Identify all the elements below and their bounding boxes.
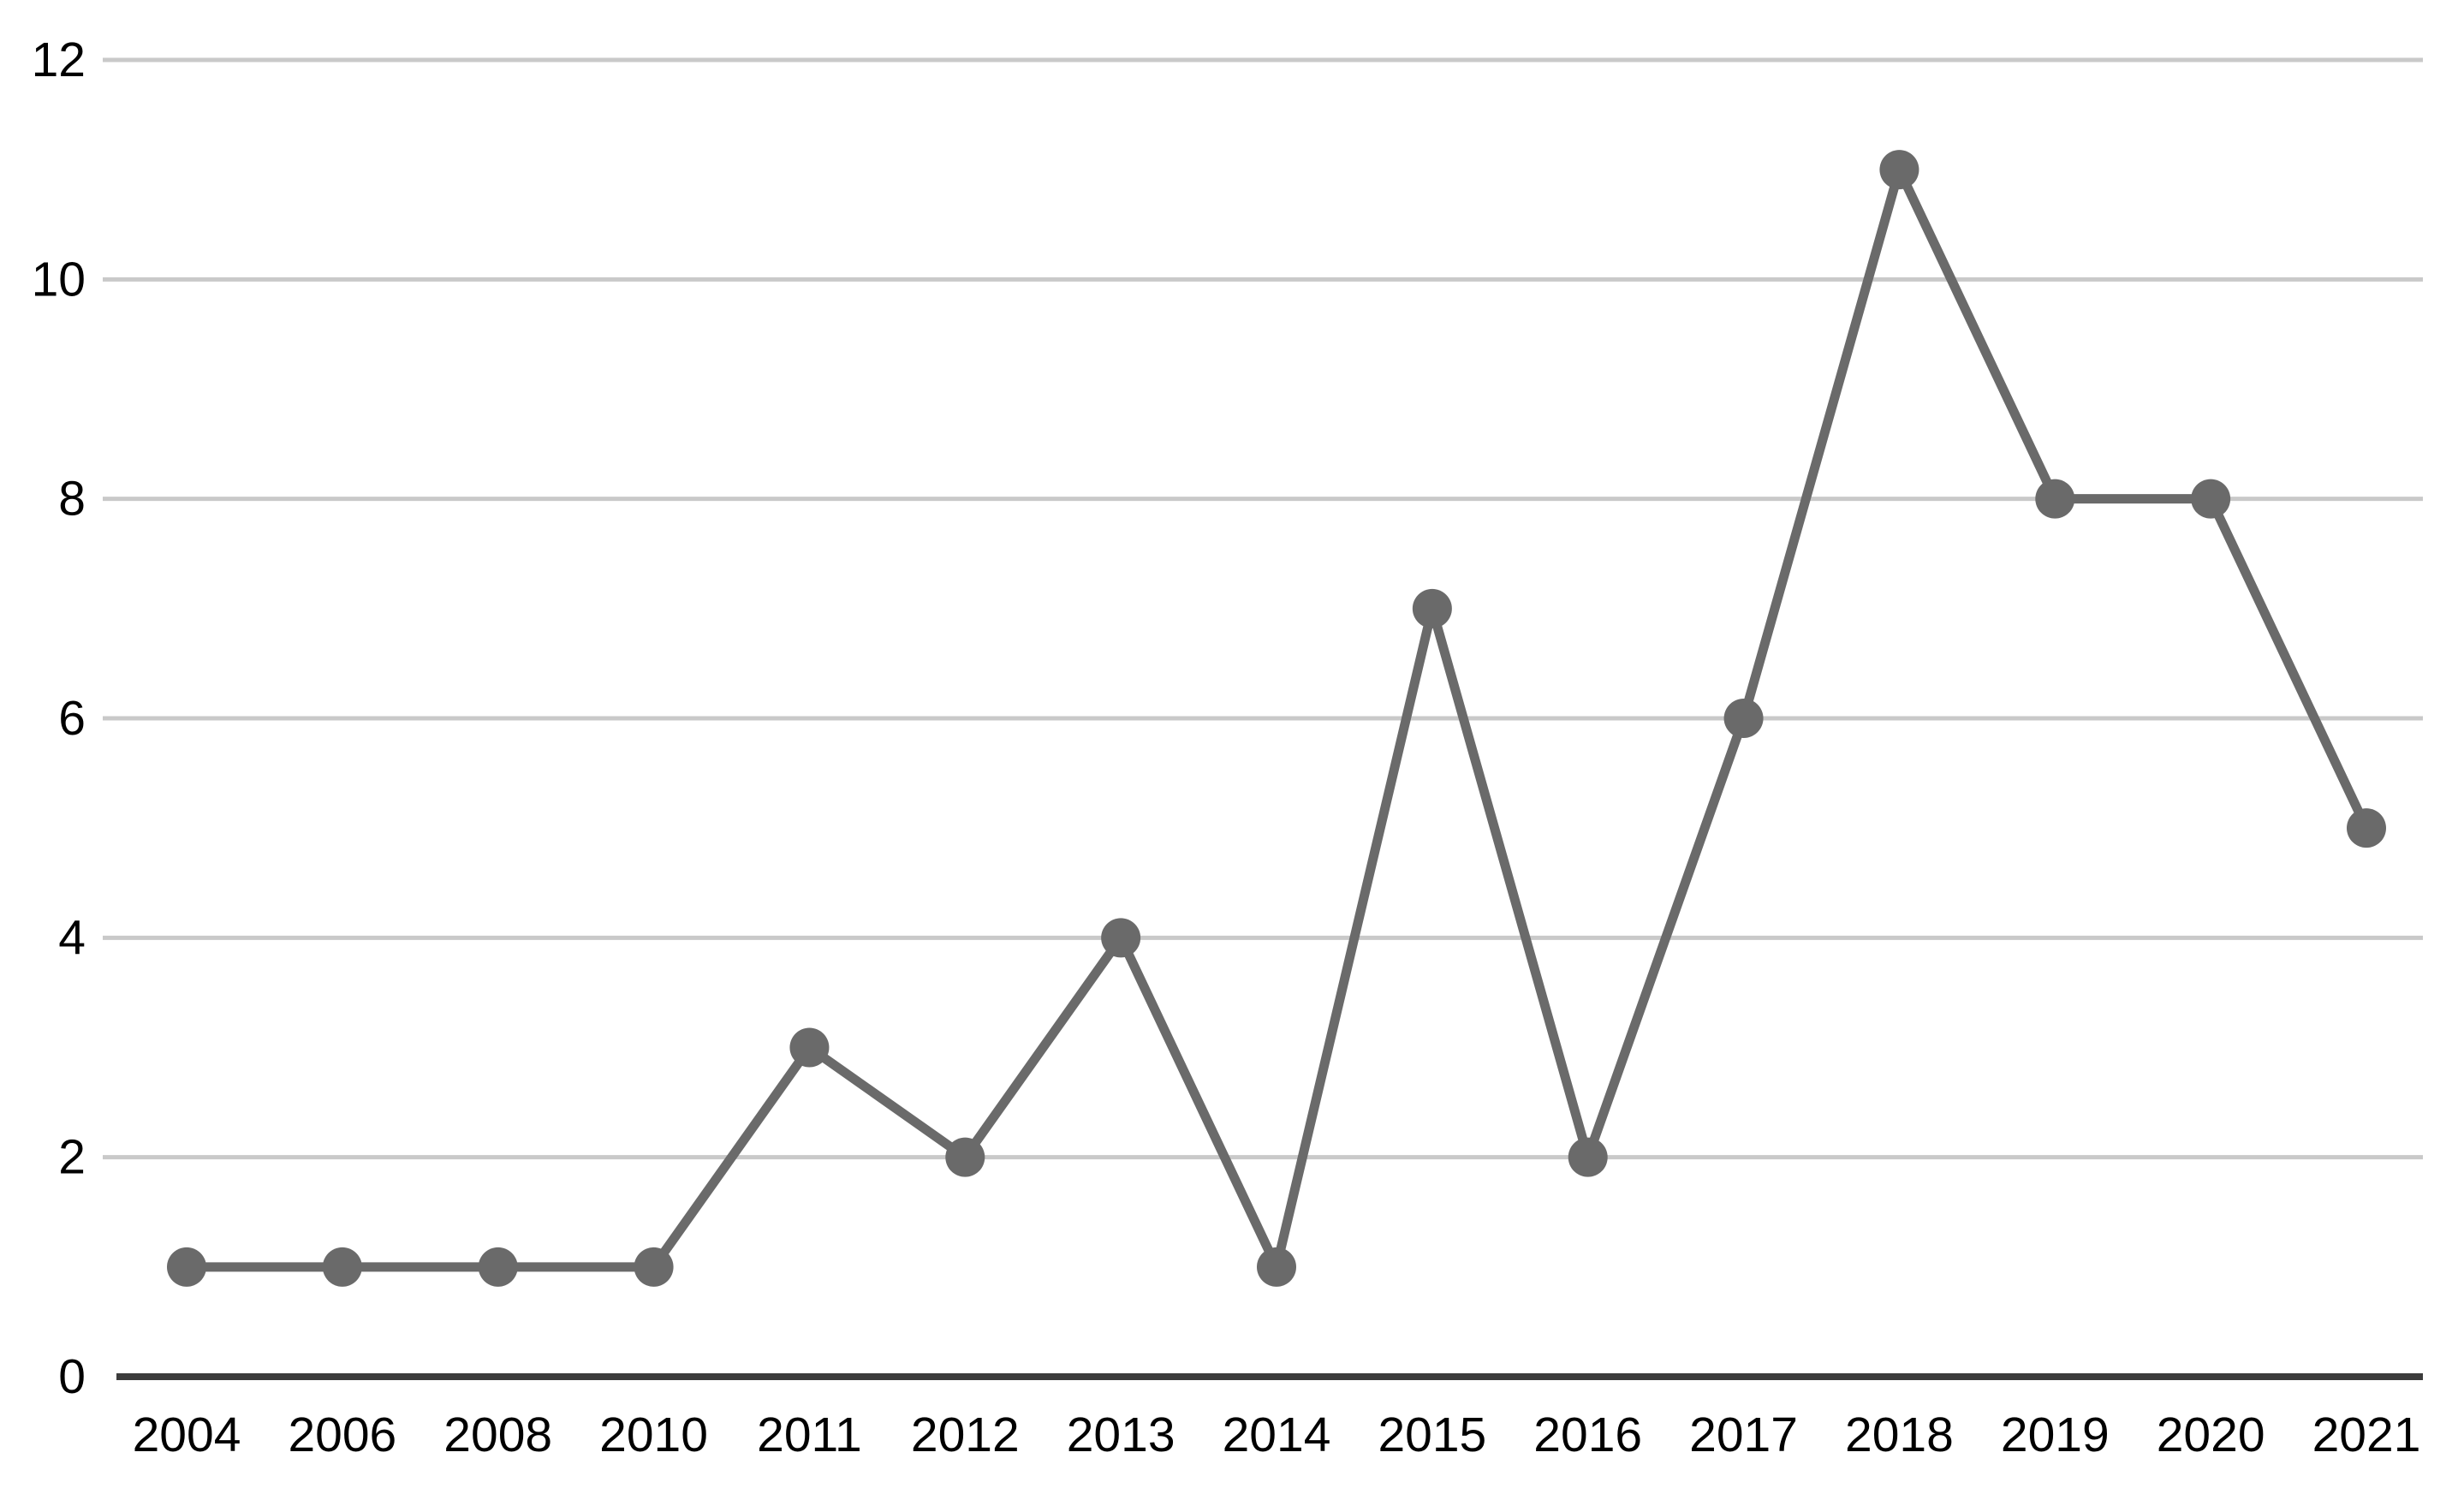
series-markers-group bbox=[167, 150, 2386, 1287]
data-point-2011 bbox=[789, 1027, 830, 1068]
x-tick-label-2008: 2008 bbox=[443, 1408, 552, 1462]
y-tick-label-0: 0 bbox=[58, 1349, 86, 1404]
data-point-2013 bbox=[1101, 918, 1141, 958]
data-point-2004 bbox=[167, 1247, 206, 1287]
x-tick-label-2004: 2004 bbox=[133, 1408, 241, 1462]
y-axis-labels-group: 0 2 4 6 8 10 12 bbox=[32, 33, 86, 1404]
x-tick-label-2021: 2021 bbox=[2312, 1408, 2421, 1462]
data-point-2008 bbox=[478, 1247, 518, 1287]
y-tick-label-8: 8 bbox=[58, 472, 86, 527]
data-point-2010 bbox=[634, 1247, 674, 1287]
gridlines-group bbox=[103, 57, 2423, 1160]
x-tick-label-2011: 2011 bbox=[757, 1408, 862, 1462]
data-point-2012 bbox=[945, 1137, 985, 1177]
x-axis-labels-group: 2004 2006 2008 2010 2011 2012 2013 2014 2015 2016… bbox=[133, 1408, 2421, 1462]
x-tick-label-2018: 2018 bbox=[1845, 1408, 1954, 1462]
y-tick-label-10: 10 bbox=[32, 252, 86, 307]
x-tick-label-2020: 2020 bbox=[2157, 1408, 2265, 1462]
data-point-2006 bbox=[322, 1247, 362, 1287]
x-tick-label-2019: 2019 bbox=[2001, 1408, 2110, 1462]
data-point-2014 bbox=[1257, 1247, 1296, 1287]
x-tick-label-2006: 2006 bbox=[288, 1408, 396, 1462]
y-tick-label-4: 4 bbox=[58, 910, 86, 965]
x-tick-label-2015: 2015 bbox=[1378, 1408, 1486, 1462]
data-point-2017 bbox=[1723, 699, 1764, 738]
data-point-2015 bbox=[1412, 588, 1452, 628]
x-tick-label-2016: 2016 bbox=[1533, 1408, 1642, 1462]
x-tick-label-2014: 2014 bbox=[1223, 1408, 1331, 1462]
data-point-2020 bbox=[2191, 479, 2231, 519]
y-tick-label-2: 2 bbox=[58, 1130, 86, 1185]
x-tick-label-2012: 2012 bbox=[911, 1408, 1020, 1462]
x-tick-label-2017: 2017 bbox=[1689, 1408, 1798, 1462]
x-tick-label-2013: 2013 bbox=[1067, 1408, 1175, 1462]
y-tick-label-6: 6 bbox=[58, 691, 86, 746]
y-tick-label-12: 12 bbox=[32, 33, 86, 87]
x-tick-label-2010: 2010 bbox=[599, 1408, 708, 1462]
data-point-2019 bbox=[2035, 479, 2075, 519]
data-point-2016 bbox=[1568, 1137, 1608, 1177]
data-point-2021 bbox=[2347, 808, 2386, 848]
data-point-2018 bbox=[1879, 150, 1919, 190]
